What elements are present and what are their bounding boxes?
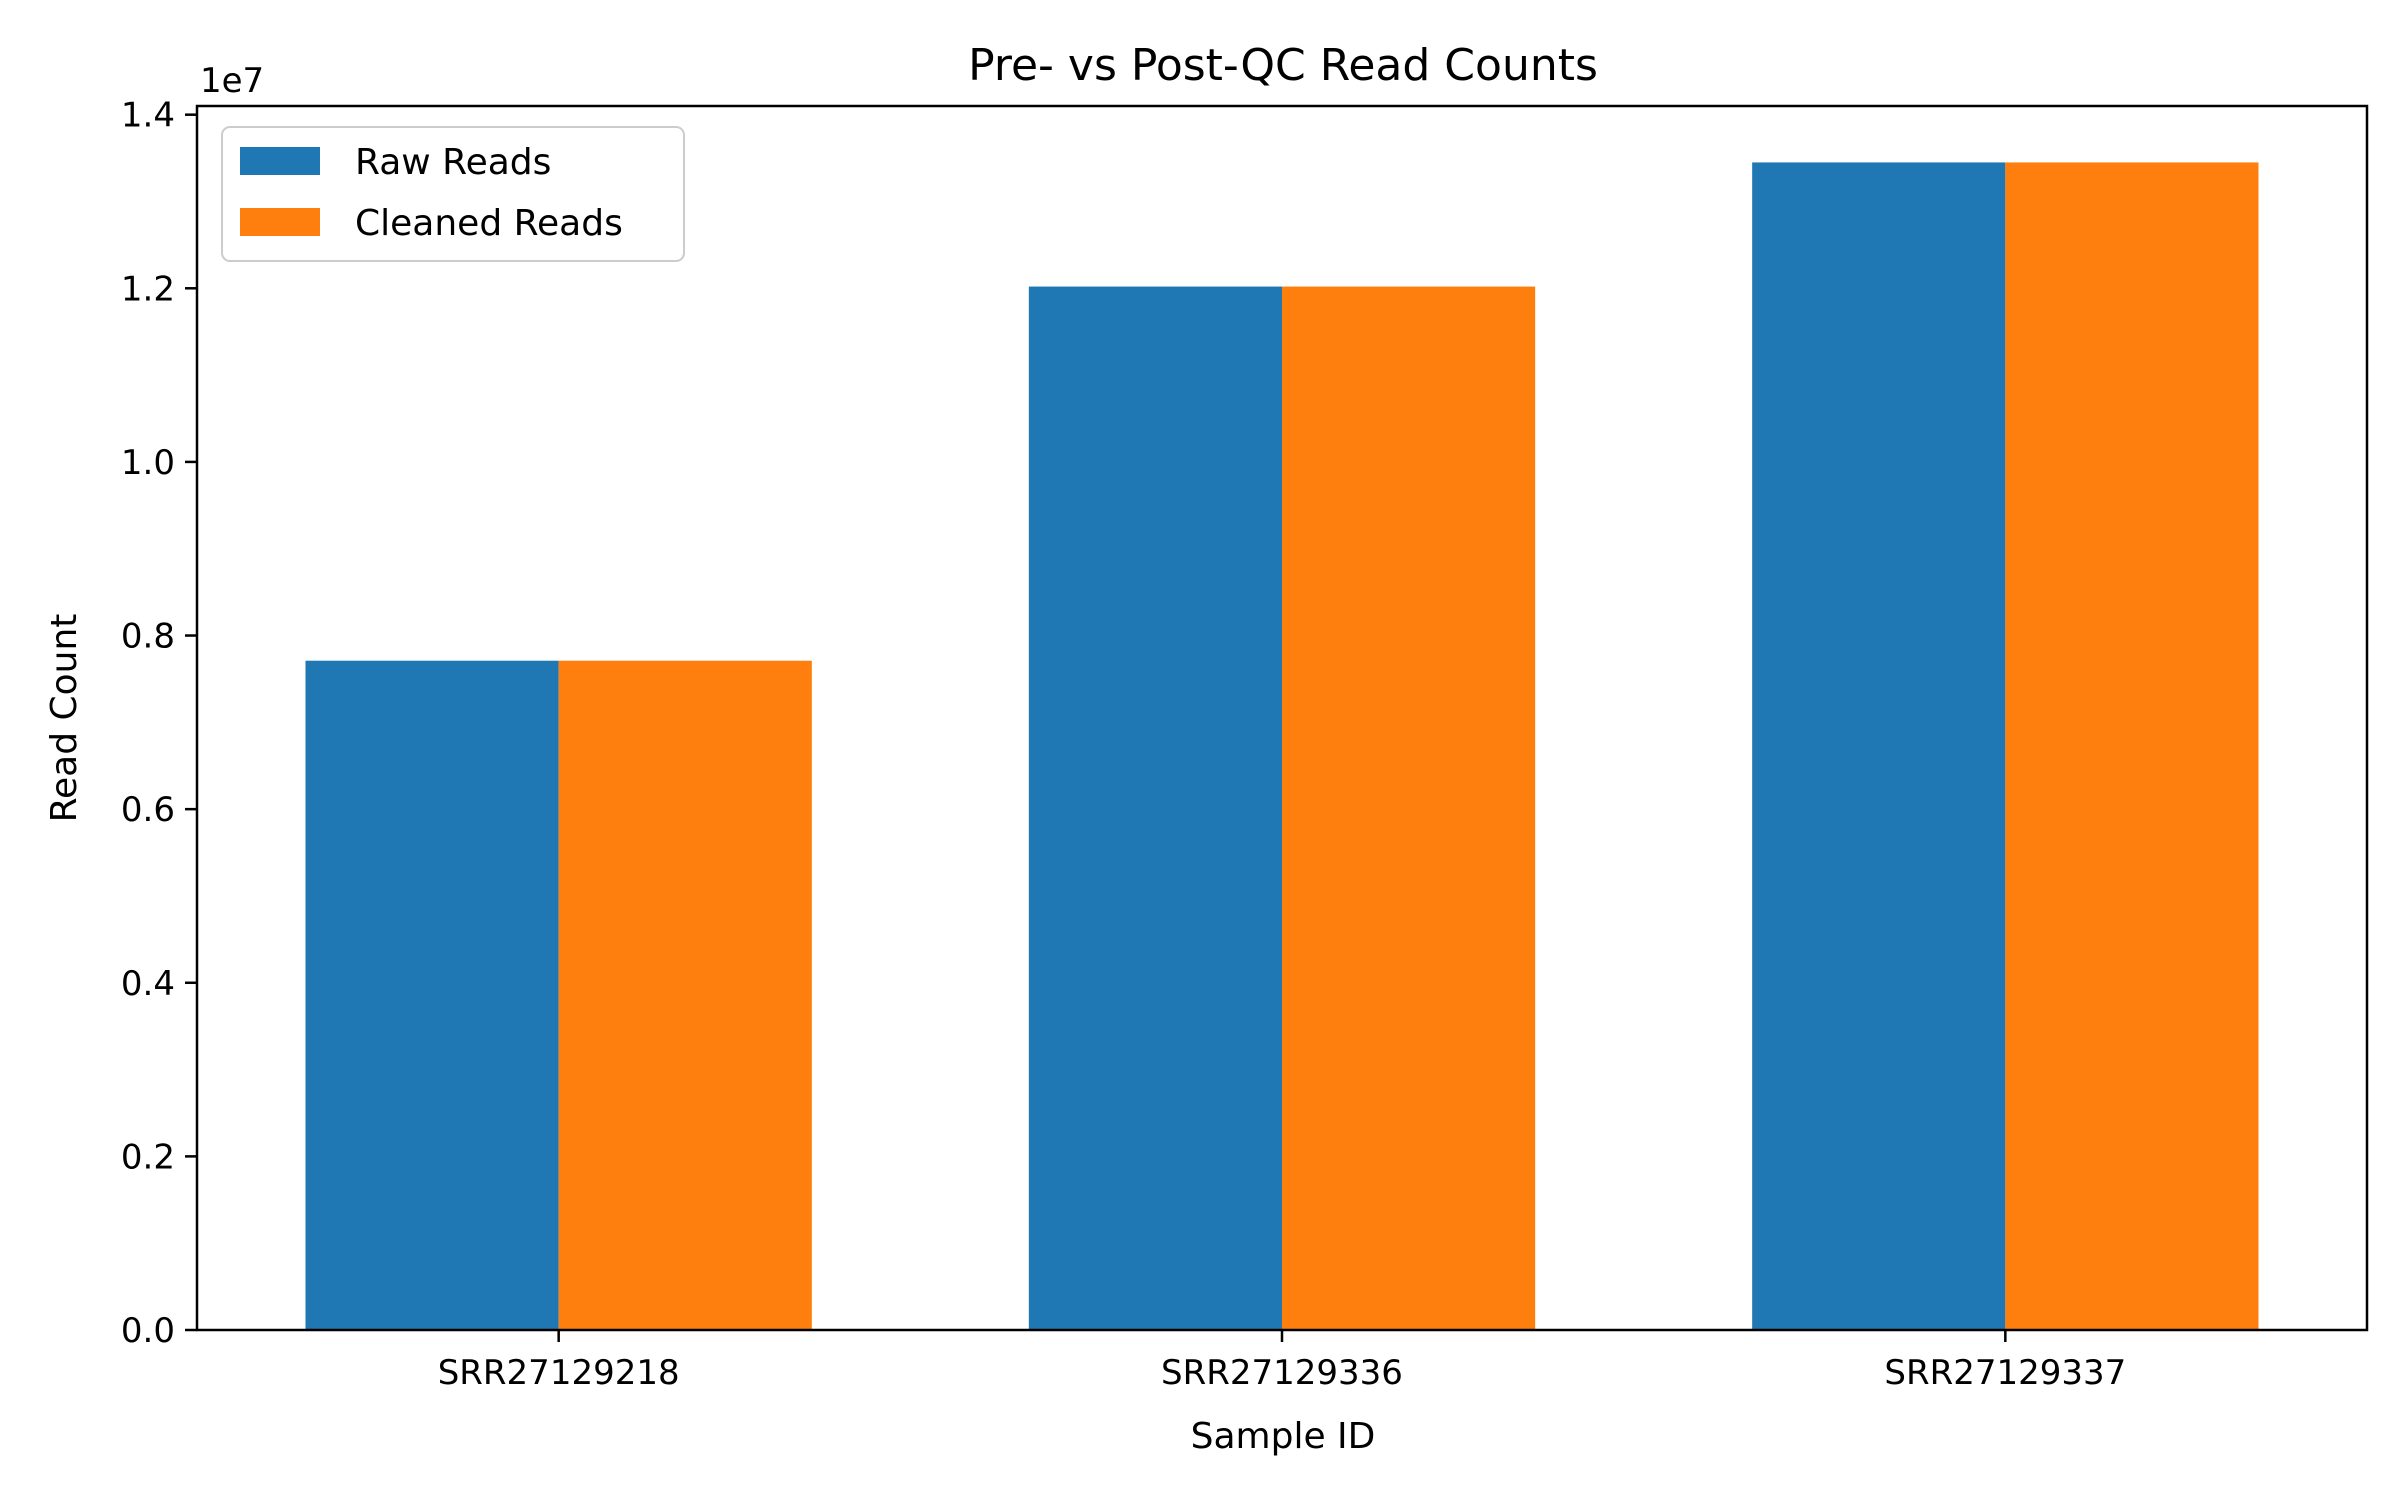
y-tick-label: 0.4 xyxy=(121,964,175,1004)
y-tick-label: 0.8 xyxy=(121,617,175,657)
y-tick-label: 0.2 xyxy=(121,1137,175,1177)
legend-label-cleaned-reads: Cleaned Reads xyxy=(355,203,623,244)
x-tick-label: SRR27129337 xyxy=(1884,1353,2126,1393)
x-axis-label: Sample ID xyxy=(1191,1416,1376,1457)
plot-area-frame xyxy=(195,104,2369,1332)
bar-raw-reads-srr27129336 xyxy=(1028,286,1282,1330)
legend-swatch-raw-reads xyxy=(240,147,320,175)
bar-cleaned-reads-srr27129336 xyxy=(1282,286,1536,1330)
y-tick-label: 0.0 xyxy=(121,1311,175,1351)
bar-raw-reads-srr27129218 xyxy=(305,660,559,1330)
chart-title: Pre- vs Post-QC Read Counts xyxy=(968,40,1598,91)
bar-raw-reads-srr27129337 xyxy=(1752,162,2006,1330)
y-axis-offset-label: 1e7 xyxy=(200,61,264,101)
bar-cleaned-reads-srr27129337 xyxy=(2005,162,2259,1330)
x-tick-label: SRR27129218 xyxy=(438,1353,680,1393)
legend: Raw Reads Cleaned Reads xyxy=(221,126,685,262)
x-tick-label: SRR27129336 xyxy=(1161,1353,1403,1393)
bars-layer xyxy=(305,162,2259,1330)
y-tick-label: 1.2 xyxy=(121,269,175,309)
y-tick-label: 1.4 xyxy=(121,96,175,136)
y-tick-label: 0.6 xyxy=(121,790,175,830)
y-axis-label: Read Count xyxy=(44,614,85,823)
y-tick-label: 1.0 xyxy=(121,443,175,483)
legend-label-raw-reads: Raw Reads xyxy=(355,142,551,183)
bar-cleaned-reads-srr27129218 xyxy=(558,660,812,1330)
legend-swatch-cleaned-reads xyxy=(240,208,320,236)
ticks-layer: 0.0 0.2 0.4 0.6 0.8 1.0 1.2 1.4 SRR27129218 SRR27… xyxy=(121,96,2126,1393)
legend-frame xyxy=(221,126,685,262)
